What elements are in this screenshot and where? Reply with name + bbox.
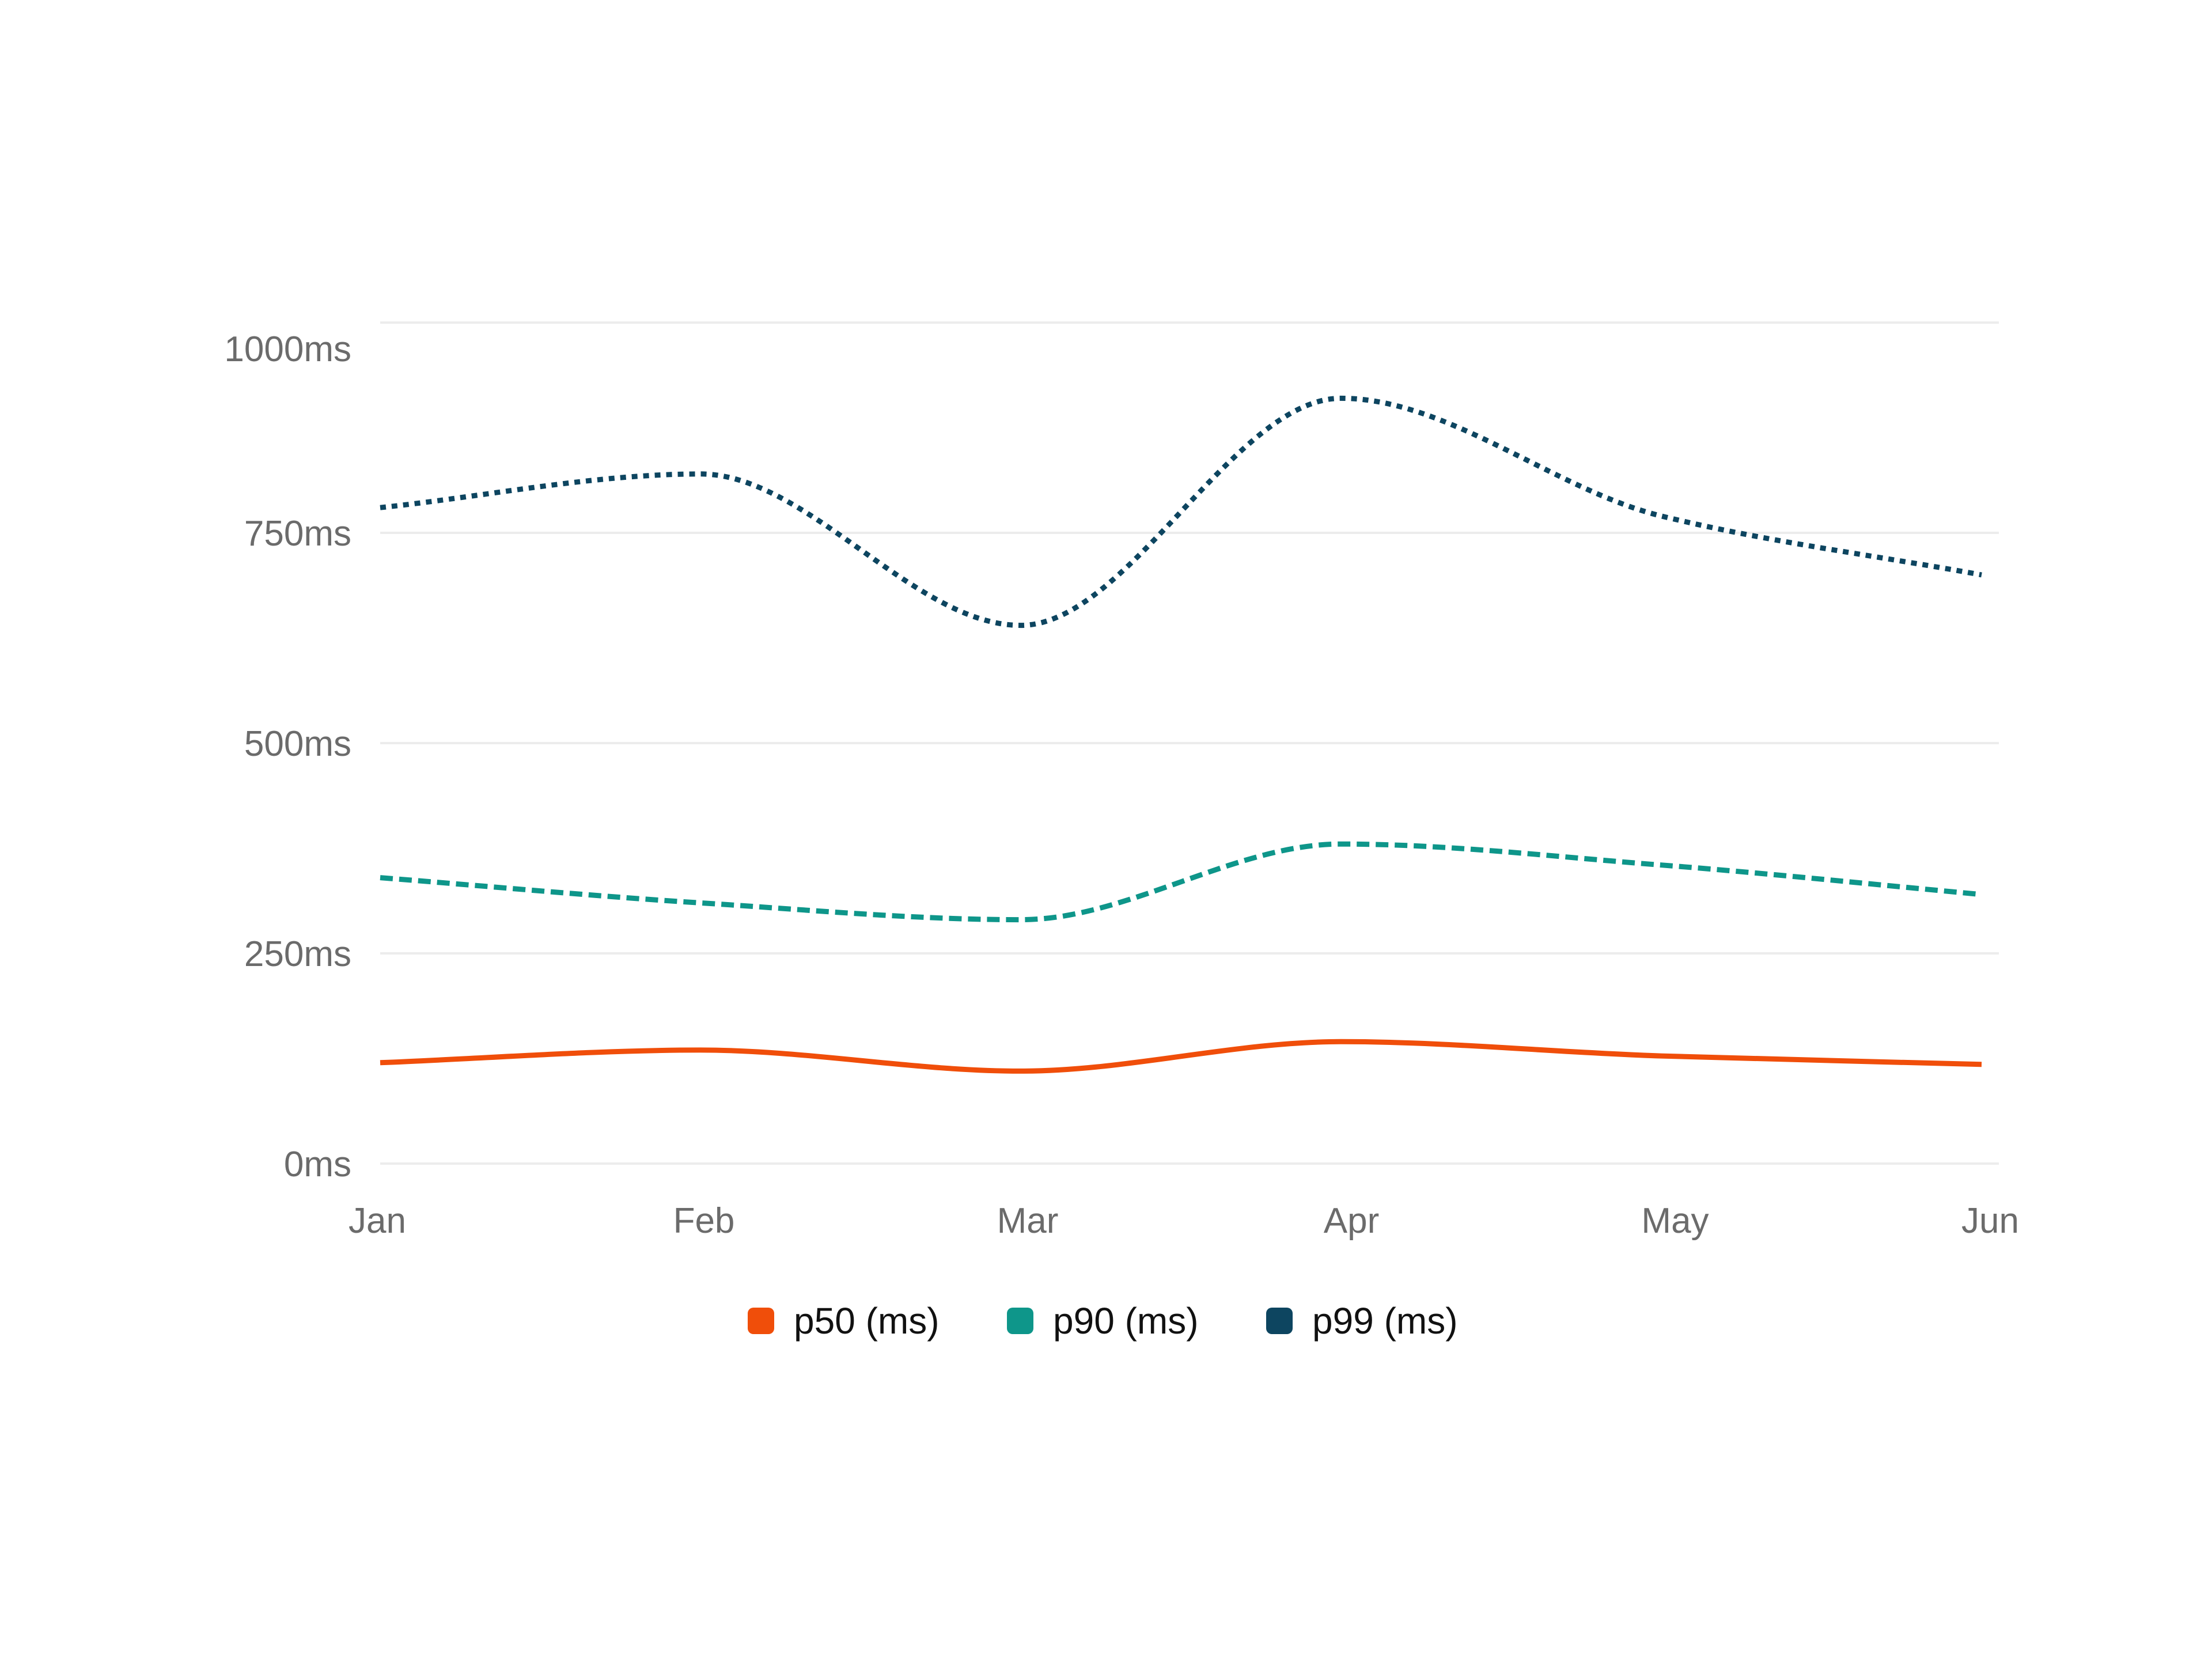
- y-tick-label: 0ms: [284, 1145, 351, 1184]
- x-tick-label: Mar: [997, 1201, 1059, 1241]
- legend-label: p99 (ms): [1312, 1300, 1458, 1342]
- legend-swatch: [1266, 1308, 1293, 1334]
- legend-label: p50 (ms): [794, 1300, 940, 1342]
- series-line-p90: [380, 841, 1982, 923]
- legend-item-p50: p50 (ms): [748, 1300, 940, 1342]
- legend-item-p99: p99 (ms): [1266, 1300, 1458, 1342]
- x-axis-ticks: Jan Feb Mar Apr May Jun: [349, 1201, 2019, 1241]
- series-line-p99: [380, 395, 1982, 628]
- legend-label: p90 (ms): [1053, 1300, 1199, 1342]
- y-axis-ticks: 0ms 250ms 500ms 750ms 1000ms: [224, 329, 351, 1184]
- gridlines: [380, 321, 1999, 1165]
- y-tick-label: 1000ms: [224, 329, 351, 369]
- legend: p50 (ms) p90 (ms) p99 (ms): [748, 1300, 1458, 1342]
- series-line-p50: [380, 1039, 1982, 1074]
- x-tick-label: May: [1641, 1201, 1709, 1241]
- series-lines: [380, 395, 1982, 1074]
- y-tick-label: 750ms: [244, 514, 351, 554]
- legend-item-p90: p90 (ms): [1007, 1300, 1199, 1342]
- x-tick-label: Apr: [1324, 1201, 1379, 1241]
- x-tick-label: Jan: [349, 1201, 406, 1241]
- y-tick-label: 250ms: [244, 934, 351, 974]
- x-tick-label: Feb: [673, 1201, 735, 1241]
- legend-swatch: [748, 1308, 774, 1334]
- y-tick-label: 500ms: [244, 724, 351, 764]
- legend-swatch: [1007, 1308, 1033, 1334]
- x-tick-label: Jun: [1961, 1201, 2019, 1241]
